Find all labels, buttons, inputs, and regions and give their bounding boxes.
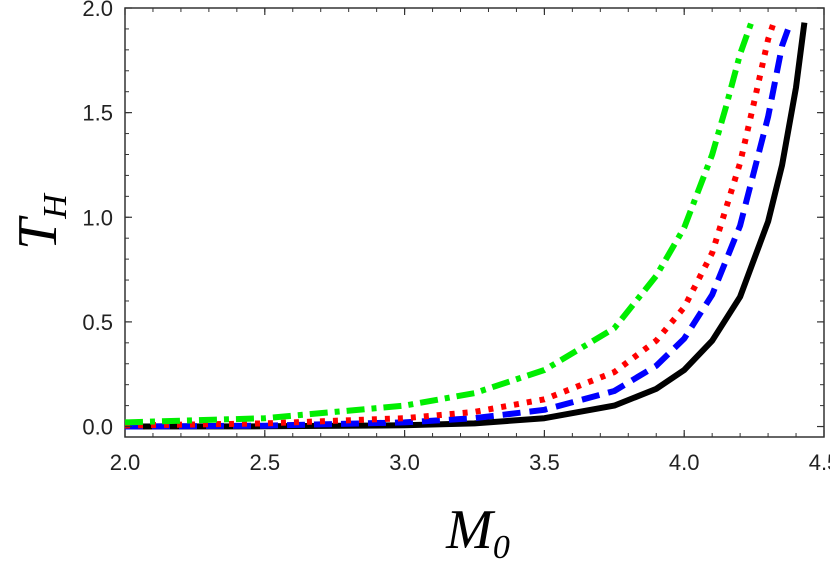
x-axis-title: M0 <box>445 499 510 561</box>
y-tick-label: 1.0 <box>82 205 113 230</box>
y-tick-label: 0.5 <box>82 310 113 335</box>
y-axis-title-sub: H <box>37 192 74 220</box>
x-tick-label: 4.0 <box>669 450 700 475</box>
x-axis-title-main: M <box>445 499 496 561</box>
x-tick-label: 4.5 <box>809 450 830 475</box>
y-axis-title-main: T <box>7 215 69 250</box>
series-line-dashed <box>124 21 794 430</box>
series-layer <box>124 21 808 430</box>
series-line-solid <box>124 22 808 430</box>
ticks-layer <box>124 7 825 437</box>
y-tick-label: 1.5 <box>82 101 113 126</box>
x-tick-label: 2.5 <box>250 450 281 475</box>
series-line-dash-dot <box>124 21 755 426</box>
x-tick-label: 2.0 <box>110 450 141 475</box>
plot-frame <box>124 7 825 438</box>
y-axis-title: TH <box>7 192 74 250</box>
y-tick-label: 0.0 <box>82 415 113 440</box>
y-tick-labels: 0.0 0.5 1.0 1.5 2.0 <box>82 0 113 440</box>
x-tick-label: 3.5 <box>529 450 560 475</box>
x-axis-title-sub: 0 <box>493 529 510 561</box>
y-tick-label: 2.0 <box>82 0 113 21</box>
series-line-dotted <box>124 21 777 429</box>
x-tick-labels: 2.0 2.5 3.0 3.5 4.0 4.5 <box>110 450 830 475</box>
x-tick-label: 3.0 <box>389 450 420 475</box>
